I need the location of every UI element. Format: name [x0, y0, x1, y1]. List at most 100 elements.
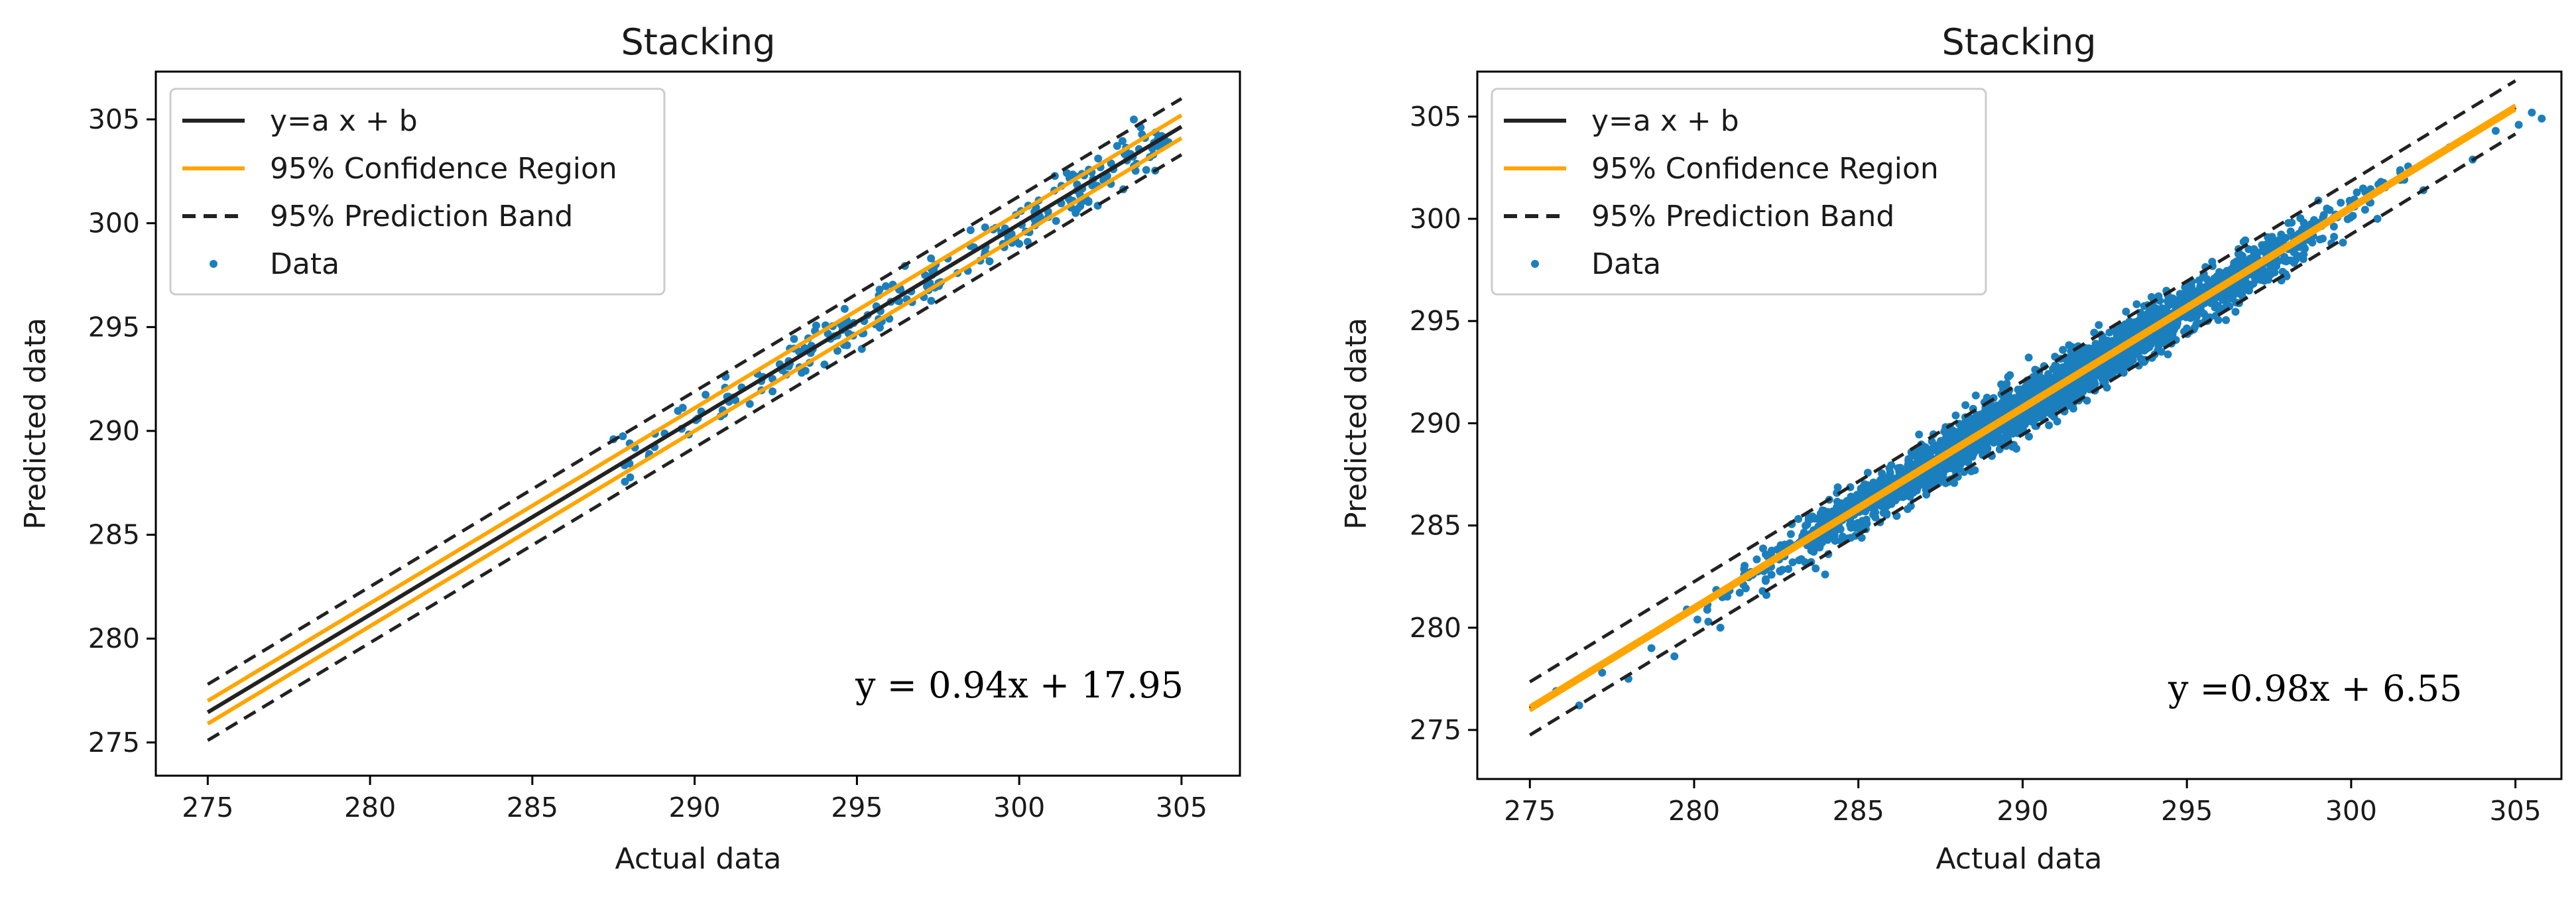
right-chart-y-tick-label: 275 — [1410, 714, 1461, 746]
right-chart-data-point — [1914, 451, 1922, 460]
right-chart-data-point — [2337, 198, 2345, 207]
left-chart-data-point — [1142, 166, 1150, 174]
right-chart-data-point — [2514, 121, 2523, 129]
right-chart-data-point — [2018, 395, 2026, 404]
right-chart-data-point — [2264, 275, 2272, 284]
right-chart-data-point — [2286, 227, 2295, 236]
right-chart-data-point — [2296, 243, 2305, 251]
right-chart-data-point — [2323, 204, 2331, 213]
right-chart-legend-label-1: 95% Confidence Region — [1591, 152, 1939, 186]
left-chart-y-tick-label: 300 — [88, 208, 140, 239]
right-chart-data-point — [2277, 234, 2286, 243]
right-chart-data-point — [1804, 513, 1813, 521]
right-chart-data-point — [1945, 430, 1954, 439]
right-chart-data-point — [2085, 377, 2093, 386]
right-chart-data-point — [2144, 314, 2153, 323]
left-chart-legend-marker-data — [210, 260, 217, 268]
right-chart-data-point — [1963, 422, 1972, 431]
right-chart-data-point — [1824, 508, 1833, 516]
left-chart-data-point — [927, 296, 936, 305]
right-chart-data-point — [1998, 435, 2006, 444]
left-chart-x-tick-label: 275 — [182, 792, 233, 823]
right-chart-data-point — [1808, 541, 1816, 550]
right-chart-data-point — [2260, 246, 2268, 255]
right-chart-data-point — [2114, 356, 2122, 365]
right-chart-data-point — [1767, 550, 1775, 558]
left-chart-data-point — [1154, 142, 1162, 150]
right-chart-data-point — [2156, 296, 2164, 305]
right-chart-data-point — [2069, 394, 2078, 402]
right-chart-data-point — [1996, 407, 2005, 416]
left-chart-y-tick-label: 305 — [88, 103, 140, 135]
right-chart-data-point — [1802, 522, 1810, 530]
left-chart-data-point — [1113, 142, 1121, 150]
left-chart-confidence-upper — [206, 113, 1183, 703]
right-chart-data-point — [1874, 483, 1883, 491]
left-chart-data-point — [1107, 159, 1115, 168]
left-chart-legend: y=a x + b 95% Confidence Region 95% Predic… — [169, 88, 666, 296]
right-chart-data-point — [2091, 339, 2100, 348]
right-chart-data-point — [2349, 211, 2357, 220]
right-chart-legend-marker-data — [1531, 260, 1539, 268]
right-chart-data-point — [1647, 644, 1656, 652]
right-chart-data-point — [2058, 394, 2067, 403]
left-chart-x-tick-label: 285 — [507, 792, 558, 823]
right-chart-data-point — [2093, 367, 2101, 375]
right-chart-data-point — [2008, 442, 2016, 451]
right-chart-frame — [1476, 70, 2563, 780]
right-chart-data-point — [2284, 219, 2293, 227]
right-chart-x-tick-label: 300 — [2325, 795, 2377, 827]
right-chart-data-point — [2491, 127, 2500, 135]
right-chart-data-point — [2044, 370, 2053, 379]
right-chart-data-point — [1983, 393, 1991, 402]
right-chart-data-point — [1887, 461, 1896, 469]
right-chart-data-point — [1762, 575, 1770, 583]
right-chart-data-point — [1778, 566, 1786, 574]
right-chart-legend-box — [1491, 88, 1987, 296]
right-chart-data-point — [2049, 365, 2057, 373]
right-chart-data-point — [2162, 326, 2170, 334]
left-chart-y-tick-label: 280 — [88, 623, 140, 654]
right-chart-data-point — [2241, 236, 2250, 245]
right-chart-data-point — [1780, 540, 1789, 549]
left-chart-x-tick-label: 280 — [344, 792, 396, 823]
right-chart-data-point — [1851, 497, 1859, 505]
right-chart-data-point — [1977, 416, 1985, 424]
right-chart-data-point — [2081, 347, 2089, 356]
right-chart-fit-equation: y =0.98x + 6.55 — [2168, 668, 2462, 709]
right-chart-data-point — [2098, 375, 2107, 383]
right-chart-data-point — [1813, 543, 1822, 552]
right-chart-data-point — [2020, 420, 2028, 429]
right-chart-confidence-lower — [1528, 107, 2517, 713]
left-chart-data-point — [1052, 217, 1060, 225]
right-chart-data-point — [1947, 459, 1955, 468]
right-chart-data-point — [2214, 316, 2223, 324]
left-chart-data-point — [1118, 137, 1127, 145]
right-chart-data-point — [2153, 334, 2162, 343]
right-chart-data-point — [1786, 530, 1795, 538]
right-chart-data-point — [2014, 385, 2022, 394]
right-chart-data-point — [2233, 257, 2241, 266]
right-chart-data-point — [2105, 328, 2114, 337]
right-chart-data-point — [2222, 316, 2231, 324]
left-chart-data-point — [619, 432, 627, 440]
left-chart-data-point — [985, 257, 994, 266]
left-chart-data-point — [1023, 237, 1032, 246]
left-chart-fit-line — [206, 125, 1183, 715]
left-chart-x-tick-label: 305 — [1156, 792, 1207, 823]
left-chart: Stacking 275 280 285 290 295 300 3052752802852… — [19, 21, 1241, 876]
left-chart-data-point — [621, 477, 629, 486]
right-chart-data-point — [1821, 570, 1829, 579]
right-chart-data-point — [2528, 108, 2536, 117]
right-chart-data-point — [1971, 391, 1980, 400]
right-chart-data-point — [1833, 483, 1842, 491]
right-chart-data-point — [2098, 339, 2107, 347]
left-chart-frame — [154, 70, 1241, 777]
right-chart-x-tick-label: 280 — [1668, 795, 1720, 827]
right-chart-data-point — [2280, 253, 2289, 261]
right-chart-title: Stacking — [1941, 21, 2096, 63]
right-chart-data-point — [1862, 515, 1871, 524]
right-chart-data-point — [2300, 250, 2308, 259]
right-chart-data-point — [2272, 262, 2281, 270]
